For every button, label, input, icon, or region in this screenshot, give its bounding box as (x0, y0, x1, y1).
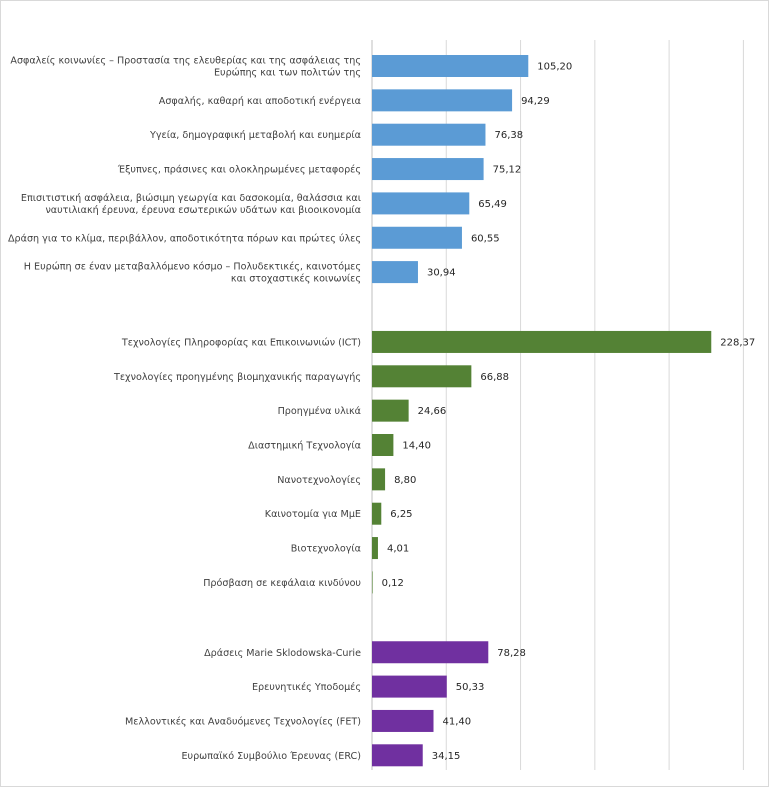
category-label-0-4-line-0: Επισιτιστική ασφάλεια, βιώσιμη γεωργία κ… (21, 192, 361, 204)
bar-1-2 (372, 399, 409, 422)
value-label-0-2: 76,38 (494, 130, 523, 141)
bar-1-0 (372, 330, 712, 353)
category-label-0-3: Έξυπνες, πράσινες και ολοκληρωμένες μετα… (117, 164, 361, 176)
value-label-0-1: 94,29 (521, 96, 550, 107)
category-labels: Ασφαλείς κοινωνίες – Προστασία της ελευθ… (8, 55, 361, 762)
value-label-2-0: 78,28 (497, 648, 526, 659)
value-label-1-3: 14,40 (402, 441, 431, 452)
bar-2-2 (372, 709, 434, 732)
value-label-1-1: 66,88 (480, 372, 509, 383)
bar-2-0 (372, 641, 489, 664)
category-label-1-3: Διαστημική Τεχνολογία (248, 440, 361, 452)
value-label-1-5: 6,25 (390, 509, 412, 520)
bar-1-3 (372, 434, 394, 456)
category-label-1-6: Βιοτεχνολογία (291, 543, 361, 555)
bar-2-1 (372, 675, 447, 698)
value-label-0-0: 105,20 (537, 62, 572, 73)
bar-1-4 (372, 468, 386, 491)
bar-1-5 (372, 502, 382, 525)
value-label-1-6: 4,01 (387, 544, 409, 555)
bar-0-1 (372, 89, 513, 112)
value-labels: 105,20 94,29 76,38 75,12 65,49 60,55 30,94 228,… (382, 62, 756, 762)
value-label-2-2: 41,40 (443, 716, 472, 727)
category-label-2-1: Ερευνητικές Υποδομές (252, 681, 361, 693)
bars (372, 55, 712, 767)
value-label-1-2: 24,66 (418, 406, 447, 417)
bar-0-6 (372, 261, 418, 284)
bar-0-2 (372, 123, 486, 146)
value-label-2-1: 50,33 (456, 682, 485, 693)
bar-2-3 (372, 744, 423, 767)
category-label-1-2: Προηγμένα υλικά (278, 405, 361, 417)
category-label-0-6-line-0: Η Ευρώπη σε έναν μεταβαλλόμενο κόσμο – Π… (24, 261, 361, 273)
category-label-0-0-line-1: Ευρώπης και των πολιτών της (214, 67, 361, 79)
bar-0-0 (372, 55, 529, 77)
category-label-2-3: Ευρωπαϊκό Συμβούλιο Έρευνας (ERC) (181, 750, 361, 762)
bar-1-7 (372, 571, 373, 594)
value-label-0-5: 60,55 (471, 233, 500, 244)
bar-0-5 (372, 226, 462, 249)
category-label-0-0-line-0: Ασφαλείς κοινωνίες – Προστασία της ελευθ… (10, 55, 361, 67)
bar-0-3 (372, 158, 484, 181)
category-label-2-2: Μελλοντικές και Αναδυόμενες Τεχνολογίες … (125, 715, 361, 727)
value-label-0-3: 75,12 (493, 165, 522, 176)
category-label-2-0: Δράσεις Marie Sklodowska-Curie (204, 647, 361, 659)
bar-1-6 (372, 537, 378, 560)
category-label-0-2: Υγεία, δημογραφική μεταβολή και ευημερία (149, 129, 361, 141)
category-label-1-5: Καινοτομία για ΜμΕ (265, 508, 361, 520)
category-label-1-1: Τεχνολογίες προηγμένης βιομηχανικής παρα… (113, 371, 361, 383)
value-label-0-6: 30,94 (427, 268, 456, 279)
category-label-1-4: Νανοτεχνολογίες (277, 474, 361, 486)
value-label-0-4: 65,49 (478, 199, 507, 210)
category-label-0-4-line-1: ναυτιλιακή έρευνα, έρευνα εσωτερικών υδά… (45, 204, 361, 216)
bar-1-1 (372, 365, 472, 388)
value-label-1-0: 228,37 (720, 337, 755, 348)
bar-0-4 (372, 192, 470, 215)
category-label-0-5: Δράση για το κλίμα, περιβάλλον, αποδοτικ… (8, 232, 361, 244)
value-label-2-3: 34,15 (432, 751, 461, 762)
category-label-0-6-line-1: και στοχαστικές κοινωνίες (231, 273, 361, 285)
value-label-1-7: 0,12 (382, 578, 404, 589)
category-label-1-0: Τεχνολογίες Πληροφορίας και Επικοινωνιών… (121, 336, 361, 348)
value-label-1-4: 8,80 (394, 475, 416, 486)
category-label-0-1: Ασφαλής, καθαρή και αποδοτική ενέργεια (159, 95, 361, 107)
category-label-1-7: Πρόσβαση σε κεφάλαια κινδύνου (203, 577, 361, 589)
